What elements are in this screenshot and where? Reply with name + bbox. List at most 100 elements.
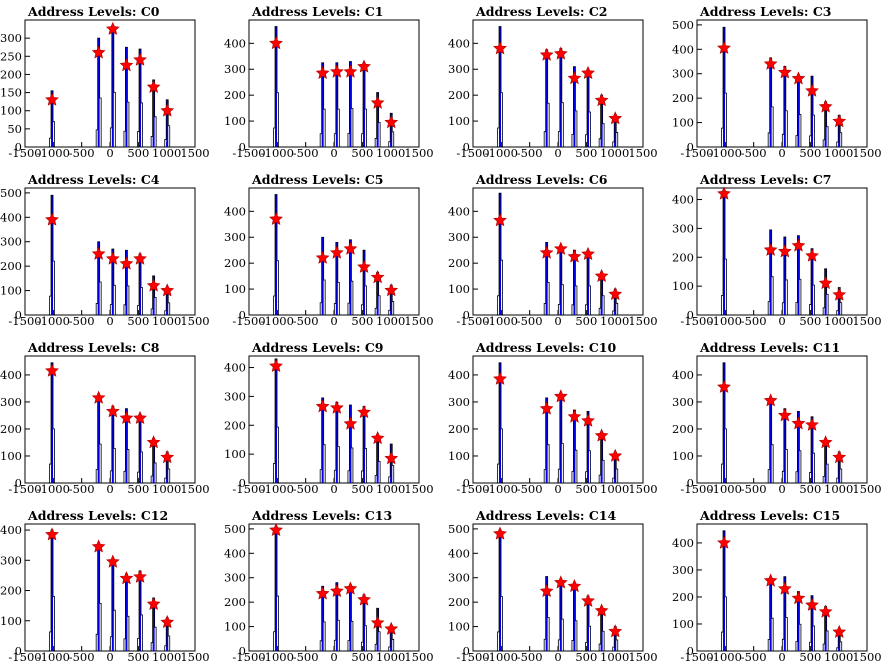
y-tick-label: 0 xyxy=(15,476,22,490)
x-tick-label: 1000 xyxy=(376,146,405,160)
panel-title: Address Levels: C10 xyxy=(475,340,617,355)
peak-marker xyxy=(357,405,371,419)
y-tick-label: 300 xyxy=(672,395,694,409)
x-tick-label: 500 xyxy=(575,650,597,664)
y-tick-label: 500 xyxy=(448,522,470,536)
x-tick-label: 1500 xyxy=(852,482,881,496)
y-tick-label: 500 xyxy=(0,186,22,200)
peak-marker xyxy=(160,283,175,297)
x-tick-label: 1500 xyxy=(628,314,657,328)
peak-marker xyxy=(608,624,623,638)
x-tick-label: 1000 xyxy=(824,482,853,496)
y-tick-label: 100 xyxy=(672,617,694,631)
histogram-outline xyxy=(543,576,550,651)
peak-marker xyxy=(91,390,106,404)
y-tick-label: 200 xyxy=(0,584,22,598)
x-tick-label: 1500 xyxy=(852,146,881,160)
peak-marker xyxy=(818,435,833,449)
peak-marker xyxy=(384,283,399,297)
peak-marker xyxy=(791,238,806,252)
y-tick-label: 200 xyxy=(224,88,246,102)
peak-marker xyxy=(777,65,792,79)
peak-marker xyxy=(91,45,106,59)
histogram-outline xyxy=(585,410,591,483)
histogram-outline xyxy=(388,443,395,483)
x-tick-label: 0 xyxy=(106,314,113,328)
peak-marker xyxy=(553,389,568,403)
y-tick-label: 400 xyxy=(224,36,246,50)
peak-marker xyxy=(119,256,134,270)
peak-marker xyxy=(553,241,568,255)
y-tick-label: 200 xyxy=(672,422,694,436)
peak-marker xyxy=(329,64,344,78)
x-tick-label: 500 xyxy=(799,650,821,664)
histogram-outline xyxy=(123,249,130,315)
x-tick-label: 0 xyxy=(778,650,785,664)
histogram-outline xyxy=(497,26,503,147)
x-tick-label: 1000 xyxy=(600,146,629,160)
x-tick-label: -1000 xyxy=(37,650,70,664)
x-tick-label: -1500 xyxy=(232,650,265,664)
peak-marker xyxy=(357,259,371,273)
peak-marker xyxy=(343,581,358,595)
peak-marker xyxy=(160,450,175,464)
x-tick-label: -1500 xyxy=(8,314,41,328)
x-tick-label: -1000 xyxy=(261,482,294,496)
x-tick-label: 500 xyxy=(799,314,821,328)
peak-marker xyxy=(343,416,358,430)
x-tick-label: 0 xyxy=(554,482,561,496)
x-tick-label: 1000 xyxy=(824,146,853,160)
peak-marker xyxy=(119,410,134,425)
y-tick-label: 0 xyxy=(239,140,246,154)
x-tick-label: 0 xyxy=(554,146,561,160)
histogram-outline xyxy=(49,362,55,483)
y-tick-label: 100 xyxy=(0,449,22,463)
peak-marker xyxy=(133,52,147,66)
peak-marker xyxy=(146,596,161,611)
peak-marker xyxy=(343,64,358,78)
x-tick-label: -1000 xyxy=(261,650,294,664)
y-tick-label: 0 xyxy=(463,308,470,322)
y-tick-label: 0 xyxy=(239,308,246,322)
peak-marker xyxy=(805,597,819,611)
panel-8: Address Levels: C8 0 100 200 300 400 -1500-100… xyxy=(0,340,210,496)
y-tick-label: 200 xyxy=(672,590,694,604)
y-tick-label: 200 xyxy=(448,256,470,270)
peak-marker xyxy=(493,526,507,540)
x-tick-label: -1000 xyxy=(709,146,742,160)
panel-title: Address Levels: C4 xyxy=(27,172,160,187)
y-tick-label: 500 xyxy=(672,18,694,32)
x-tick-label: -1000 xyxy=(261,146,294,160)
y-tick-label: 0 xyxy=(463,476,470,490)
x-tick-label: 0 xyxy=(778,314,785,328)
y-tick-label: 150 xyxy=(0,86,22,100)
x-tick-label: -1000 xyxy=(485,482,518,496)
peak-marker xyxy=(717,379,731,393)
x-tick-label: -500 xyxy=(741,314,767,328)
panel-title: Address Levels: C7 xyxy=(699,172,832,187)
x-tick-label: 0 xyxy=(554,650,561,664)
histogram-outline xyxy=(374,92,381,147)
x-tick-label: -1000 xyxy=(709,482,742,496)
histogram-outline xyxy=(273,26,279,147)
x-tick-label: 1500 xyxy=(180,146,209,160)
y-tick-label: 100 xyxy=(448,620,470,634)
y-tick-label: 200 xyxy=(0,67,22,81)
x-tick-label: -1000 xyxy=(261,314,294,328)
y-tick-label: 400 xyxy=(448,36,470,50)
x-tick-label: 500 xyxy=(351,314,373,328)
x-tick-label: 1000 xyxy=(600,482,629,496)
panel-title: Address Levels: C9 xyxy=(251,340,384,355)
peak-marker xyxy=(370,431,385,445)
peak-marker xyxy=(105,251,120,265)
x-tick-label: 0 xyxy=(106,482,113,496)
y-tick-label: 200 xyxy=(448,595,470,609)
x-tick-label: 500 xyxy=(575,146,597,160)
peak-marker xyxy=(315,65,330,80)
peak-marker xyxy=(608,287,623,301)
histogram-outline xyxy=(836,287,843,315)
peak-marker xyxy=(539,47,554,61)
y-tick-label: 50 xyxy=(7,122,22,136)
panel-title: Address Levels: C13 xyxy=(251,508,392,523)
x-tick-label: 1000 xyxy=(376,482,405,496)
